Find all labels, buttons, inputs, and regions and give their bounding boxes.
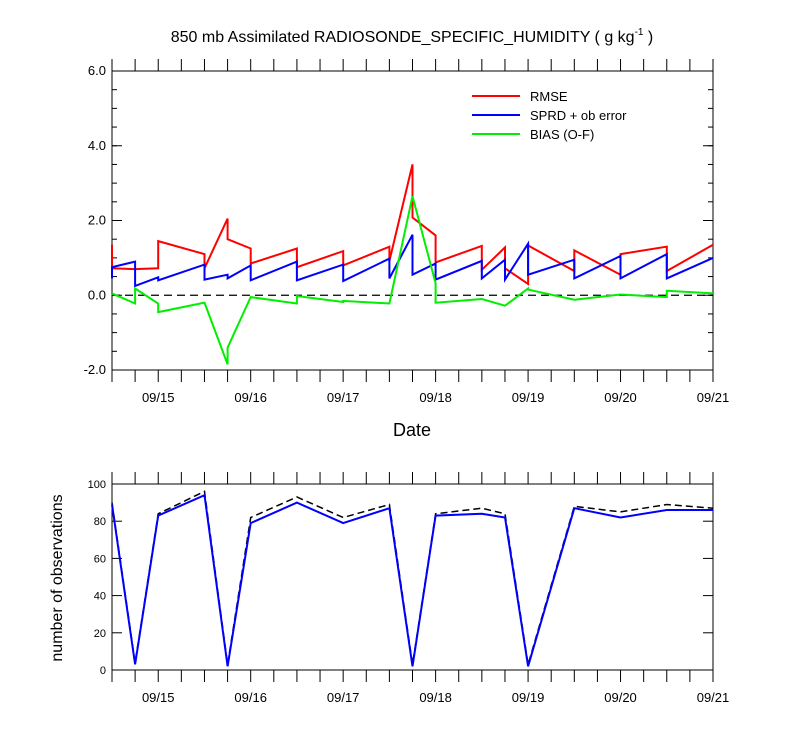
x-tick-label: 09/21: [697, 390, 730, 405]
top-plot-area: -2.0 0.0 2.0 4.0 6.0 09/15 09/16 09/17 09/18 09/1…: [84, 59, 730, 405]
x-tick-label: 09/20: [604, 390, 637, 405]
y-tick-label: 0: [100, 665, 106, 677]
y-tick-label: 40: [94, 591, 106, 603]
x-tick-label: 09/17: [327, 690, 360, 705]
x-tick-label: 09/20: [604, 690, 637, 705]
y-tick-label: 2.0: [88, 213, 106, 228]
y-tick-label: 60: [94, 553, 106, 565]
y-tick-label: 80: [94, 516, 106, 528]
top-chart: 850 mb Assimilated RADIOSONDE_SPECIFIC_H…: [84, 27, 730, 440]
x-tick-label: 09/15: [142, 690, 175, 705]
series-line-sprd-ob-error: [111, 234, 714, 288]
x-tick-label: 09/15: [142, 390, 175, 405]
bottom-plot-area: 0 20 40 60 80 100 09/15 09/16 09/17 09/18 09/19 09/…: [88, 472, 730, 705]
x-tick-label: 09/16: [234, 690, 267, 705]
series-line-bias-o-f-: [111, 195, 714, 365]
series-line-solid: [111, 493, 713, 667]
x-tick-label: 09/21: [697, 690, 730, 705]
legend-label: RMSE: [530, 89, 568, 104]
y-axis-title-observations: number of observations: [49, 494, 66, 661]
y-tick-label: 100: [88, 479, 106, 491]
x-tick-label: 09/19: [512, 390, 545, 405]
y-tick-label: 4.0: [88, 138, 106, 153]
legend: RMSE SPRD + ob error BIAS (O-F): [472, 89, 627, 142]
x-tick-label: 09/16: [234, 390, 267, 405]
y-tick-label: 6.0: [88, 63, 106, 78]
x-axis-title: Date: [393, 420, 431, 440]
y-tick-label: 20: [94, 628, 106, 640]
x-tick-label: 09/18: [419, 390, 452, 405]
chart-title: 850 mb Assimilated RADIOSONDE_SPECIFIC_H…: [171, 27, 654, 46]
y-tick-label: -2.0: [84, 362, 106, 377]
x-tick-label: 09/18: [419, 690, 452, 705]
legend-label: BIAS (O-F): [530, 127, 594, 142]
x-tick-label: 09/19: [512, 690, 545, 705]
bottom-chart: 0 20 40 60 80 100 09/15 09/16 09/17 09/18 09/19 09/…: [49, 472, 729, 705]
legend-label: SPRD + ob error: [530, 108, 627, 123]
x-tick-label: 09/17: [327, 390, 360, 405]
y-tick-label: 0.0: [88, 287, 106, 302]
